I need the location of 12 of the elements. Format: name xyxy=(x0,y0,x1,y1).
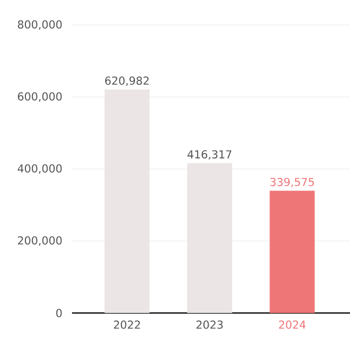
x-tick-label: 2024 xyxy=(279,320,306,329)
x-tick-label: 2022 xyxy=(114,320,140,329)
y-tick-label: 0 xyxy=(56,308,62,318)
y-tick-label: 400,000 xyxy=(18,164,62,174)
y-tick-label: 800,000 xyxy=(18,20,62,30)
data-label: 339,575 xyxy=(270,178,314,188)
data-label: 620,982 xyxy=(105,76,149,86)
y-tick-label: 200,000 xyxy=(18,236,62,246)
data-label: 416,317 xyxy=(188,150,232,160)
bar xyxy=(270,190,315,313)
y-tick-label: 600,000 xyxy=(18,92,62,102)
x-tick-label: 2023 xyxy=(196,320,223,329)
